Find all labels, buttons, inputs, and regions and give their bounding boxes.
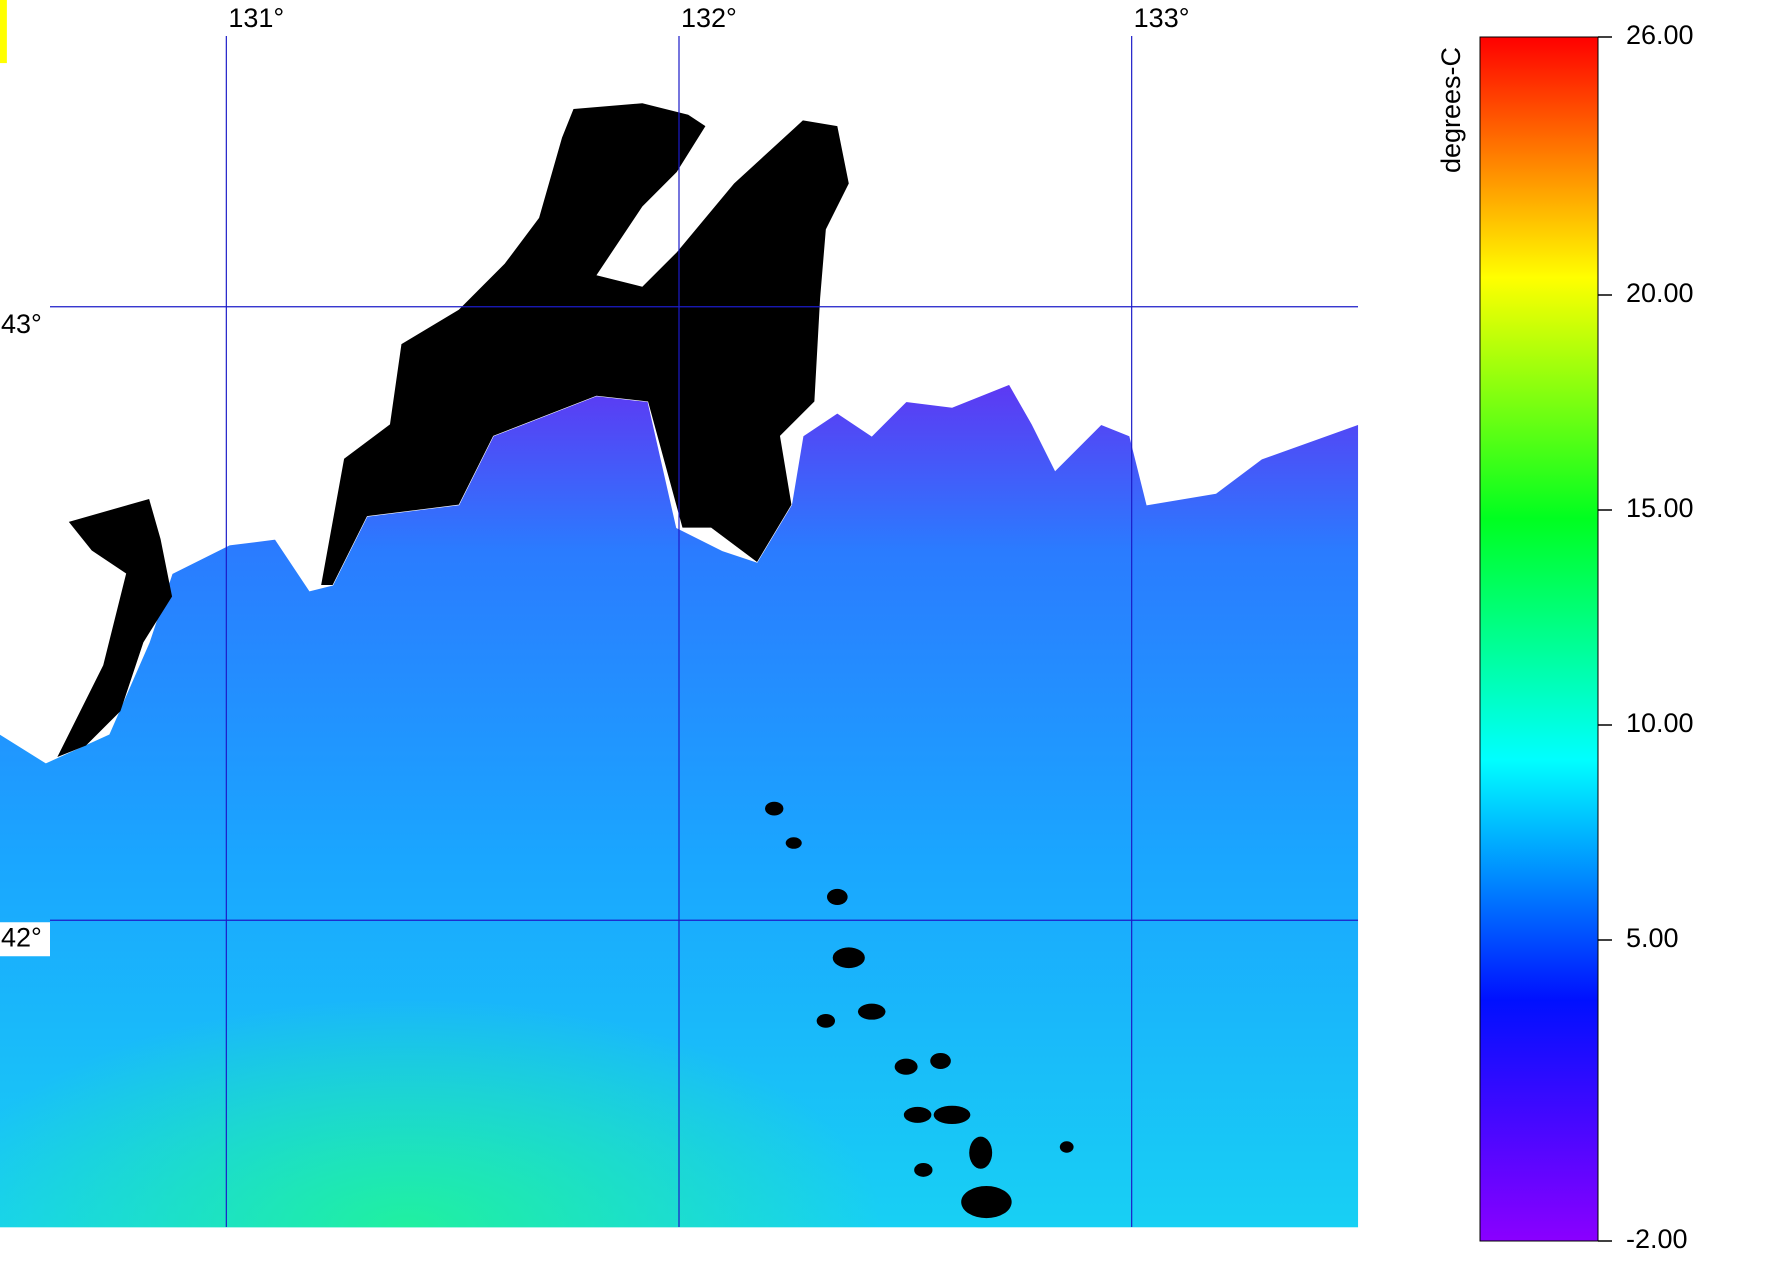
colorbar-tick-label: 26.00 bbox=[1626, 20, 1694, 50]
colorbar-label: degrees-C bbox=[1436, 47, 1466, 173]
longitude-label: 131° bbox=[228, 3, 284, 33]
longitude-label: 132° bbox=[681, 3, 737, 33]
colorbar-tick-label: 20.00 bbox=[1626, 278, 1694, 308]
colorbar-tick-label: 10.00 bbox=[1626, 708, 1694, 738]
latitude-label: 43° bbox=[1, 309, 42, 339]
colorbar-tick-label: 5.00 bbox=[1626, 923, 1679, 953]
colorbar bbox=[1479, 36, 1599, 1242]
latitude-label: 42° bbox=[1, 922, 42, 952]
colorbar-tick-label: -2.00 bbox=[1626, 1224, 1688, 1254]
longitude-label: 133° bbox=[1134, 3, 1190, 33]
colorbar-tick-label: 15.00 bbox=[1626, 493, 1694, 523]
label-background bbox=[0, 308, 50, 343]
label-background bbox=[0, 922, 50, 957]
